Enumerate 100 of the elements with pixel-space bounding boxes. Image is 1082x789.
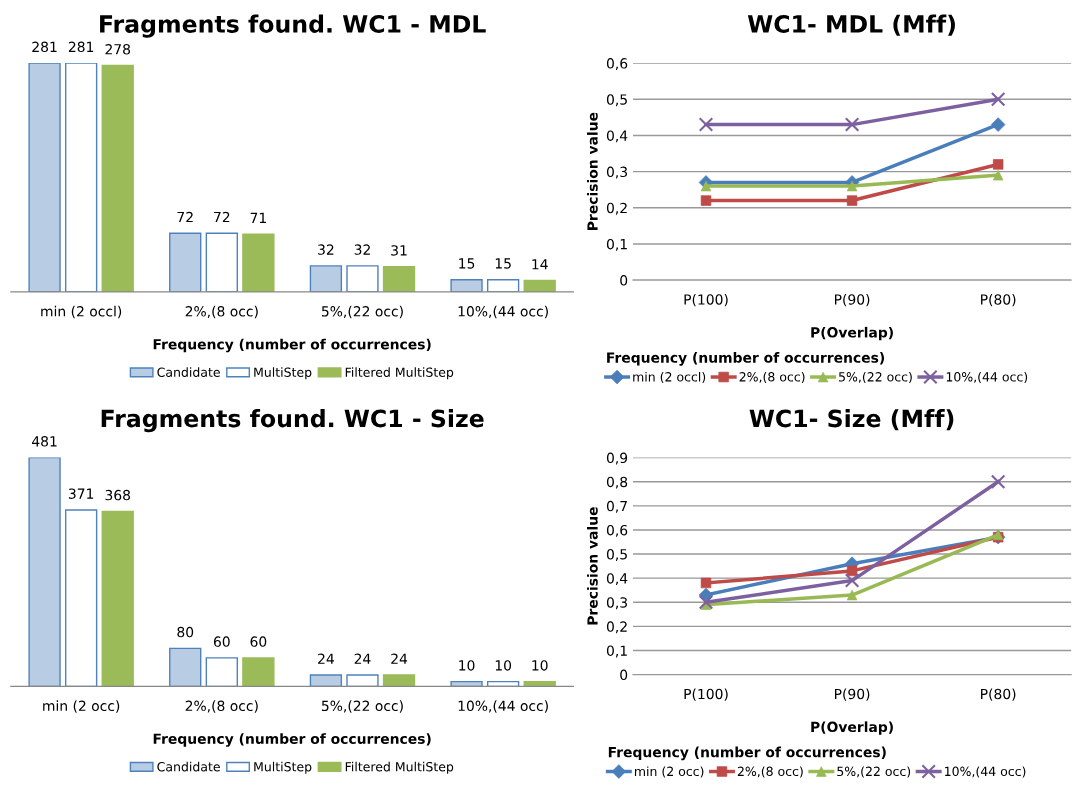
legend-label: MultiStep bbox=[254, 367, 312, 380]
x-tick-label: P(80) bbox=[981, 294, 1016, 307]
data-label: 60 bbox=[250, 636, 267, 647]
legend-label: Candidate bbox=[157, 761, 220, 772]
legend-label: min (2 occl) bbox=[633, 371, 706, 384]
y-tick-label: 0,2 bbox=[606, 621, 627, 634]
data-label: 15 bbox=[495, 258, 511, 269]
data-label: 15 bbox=[459, 258, 475, 269]
y-tick-label: 0,4 bbox=[606, 130, 628, 143]
point bbox=[698, 594, 714, 610]
y-tick-label: 0,4 bbox=[606, 573, 628, 586]
point bbox=[990, 91, 1006, 107]
data-label: 71 bbox=[250, 212, 266, 223]
data-label: 72 bbox=[214, 211, 230, 223]
legend-label: 10%,(44 occ) bbox=[946, 371, 1028, 384]
y-tick-label: 0,1 bbox=[606, 238, 627, 251]
data-label: 481 bbox=[32, 436, 57, 447]
chart-title: WC1- Size (Mff) bbox=[749, 409, 954, 431]
legend-label: 5%,(22 occ) bbox=[837, 766, 911, 778]
point bbox=[844, 117, 860, 132]
data-label: 10 bbox=[495, 660, 512, 671]
bar bbox=[486, 680, 520, 687]
data-label: 14 bbox=[532, 259, 548, 270]
bar bbox=[28, 457, 61, 687]
data-label: 281 bbox=[68, 41, 94, 53]
legend-title: Frequency (number of occurrences) bbox=[608, 746, 886, 761]
bar bbox=[309, 674, 343, 687]
x-tick-label: 10%,(44 occ) bbox=[458, 700, 548, 713]
data-label: 24 bbox=[391, 653, 408, 664]
y-axis-title: Precision value bbox=[587, 112, 598, 230]
x-tick-label: P(90) bbox=[834, 688, 870, 701]
bar bbox=[450, 279, 483, 292]
x-tick-label: P(100) bbox=[684, 688, 728, 701]
bar bbox=[101, 510, 134, 687]
legend-title: Frequency (number of occurrences) bbox=[607, 352, 885, 366]
bar bbox=[242, 233, 275, 292]
legend-label: Filtered MultiStep bbox=[345, 761, 454, 774]
bar bbox=[346, 674, 379, 687]
data-label: 10 bbox=[459, 660, 475, 671]
bar bbox=[28, 63, 61, 292]
y-tick-label: 0,6 bbox=[606, 58, 628, 71]
x-axis-title: P(Overlap) bbox=[811, 326, 893, 341]
y-axis-title: Precision value bbox=[587, 507, 598, 625]
bar bbox=[346, 265, 379, 292]
data-label: 281 bbox=[32, 41, 57, 53]
legend-label: 2%,(8 occ) bbox=[737, 766, 803, 778]
point bbox=[990, 474, 1006, 490]
bar bbox=[382, 674, 416, 687]
bar bbox=[309, 265, 343, 292]
legend-label: 5%,(22 occ) bbox=[839, 371, 912, 384]
legend-label: MultiStep bbox=[254, 761, 312, 774]
bar bbox=[523, 680, 556, 687]
x-tick-label: 5%,(22 occ) bbox=[321, 700, 403, 713]
x-tick-label: P(100) bbox=[684, 294, 728, 307]
y-tick-label: 0,5 bbox=[606, 94, 627, 107]
chart-title: Fragments found. WC1 - Size bbox=[101, 409, 484, 433]
y-tick-label: 0 bbox=[620, 275, 628, 286]
bar bbox=[242, 657, 275, 687]
legend-label: min (2 occ) bbox=[634, 766, 704, 778]
chart-title: Fragments found. WC1 - MDL bbox=[100, 14, 486, 38]
x-axis-title: Frequency (number of occurrences) bbox=[153, 733, 431, 747]
y-tick-label: 0,9 bbox=[606, 452, 628, 465]
bar bbox=[64, 509, 98, 687]
y-tick-label: 0,2 bbox=[606, 202, 627, 215]
bar bbox=[486, 279, 520, 292]
bar bbox=[64, 63, 98, 292]
point bbox=[698, 117, 714, 132]
x-tick-label: 2%,(8 occ) bbox=[185, 305, 258, 319]
data-label: 60 bbox=[213, 636, 230, 647]
data-label: 31 bbox=[391, 245, 407, 256]
data-label: 24 bbox=[354, 653, 371, 664]
x-tick-label: 10%,(44 occ) bbox=[458, 305, 548, 319]
data-label: 368 bbox=[105, 489, 131, 501]
x-tick-label: P(90) bbox=[834, 294, 870, 307]
data-label: 72 bbox=[177, 211, 193, 223]
bar bbox=[205, 232, 238, 292]
bar bbox=[523, 279, 556, 292]
x-axis-title: Frequency (number of occurrences) bbox=[153, 338, 431, 353]
point bbox=[844, 573, 860, 588]
bar bbox=[101, 64, 134, 292]
y-tick-label: 0,8 bbox=[606, 476, 628, 489]
data-label: 278 bbox=[105, 44, 131, 55]
x-tick-label: 5%,(22 occ) bbox=[321, 305, 403, 319]
data-label: 32 bbox=[354, 244, 370, 255]
bar bbox=[450, 680, 483, 687]
legend-label: 2%,(8 occ) bbox=[739, 371, 805, 384]
bar bbox=[205, 657, 238, 687]
x-tick-label: 2%,(8 occ) bbox=[185, 700, 258, 713]
y-tick-label: 0,1 bbox=[606, 645, 627, 658]
x-tick-label: P(80) bbox=[981, 688, 1016, 701]
legend-label: 10%,(44 occ) bbox=[945, 766, 1026, 778]
x-axis-title: P(Overlap) bbox=[811, 721, 893, 735]
data-label: 10 bbox=[532, 660, 548, 671]
y-tick-label: 0,7 bbox=[606, 500, 627, 513]
bar bbox=[169, 232, 202, 292]
y-tick-label: 0,5 bbox=[606, 549, 627, 561]
legend-label: Candidate bbox=[157, 367, 220, 377]
bar bbox=[382, 265, 416, 292]
bar bbox=[169, 647, 202, 687]
point bbox=[990, 117, 1006, 132]
